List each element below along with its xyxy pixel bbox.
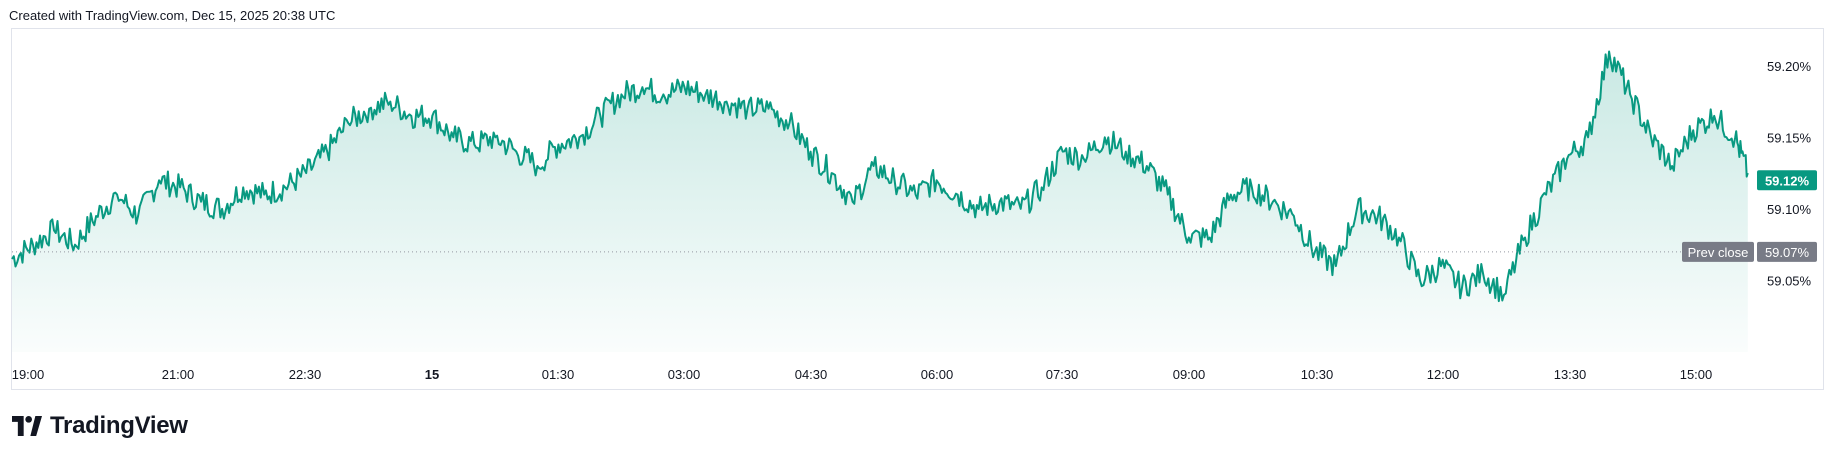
tradingview-logo[interactable]: TradingView (12, 412, 188, 440)
y-tick-label: 59.10% (1767, 202, 1812, 217)
prev-close-label: Prev close (1688, 245, 1749, 260)
price-line (11, 50, 1749, 303)
x-tick-label: 03:00 (668, 367, 701, 382)
x-tick-label: 04:30 (795, 367, 828, 382)
y-tick-label: 59.15% (1767, 130, 1812, 145)
x-tick-label: 12:00 (1427, 367, 1460, 382)
last-price-tag-bg (1757, 170, 1817, 191)
last-price-tag: 59.12% (1765, 173, 1810, 188)
price-chart[interactable]: 59.20% 59.15% 59.10% 59.05% 19:00 21:00 22:30… (0, 0, 1831, 400)
chart-attribution: Created with TradingView.com, Dec 15, 20… (9, 8, 336, 23)
x-tick-label: 09:00 (1173, 367, 1206, 382)
x-tick-label: 15:00 (1680, 367, 1713, 382)
prev-close-value-bg (1757, 241, 1817, 262)
y-tick-label: 59.20% (1767, 59, 1812, 74)
chart-frame (11, 28, 1824, 390)
tradingview-logo-icon (12, 416, 42, 436)
x-tick-label: 21:00 (162, 367, 195, 382)
x-tick-label: 10:30 (1301, 367, 1334, 382)
price-area-fill (12, 51, 1748, 352)
x-tick-label: 22:30 (289, 367, 322, 382)
x-tick-label: 15 (425, 367, 439, 382)
x-tick-label: 06:00 (921, 367, 954, 382)
y-tick-label: 59.05% (1767, 273, 1812, 288)
x-tick-label: 19:00 (12, 367, 45, 382)
prev-close-value: 59.07% (1765, 245, 1810, 260)
x-tick-label: 07:30 (1046, 367, 1079, 382)
brand-name: TradingView (50, 412, 188, 439)
x-tick-label: 01:30 (542, 367, 575, 382)
x-tick-label: 13:30 (1554, 367, 1587, 382)
prev-close-label-bg (1682, 241, 1754, 262)
